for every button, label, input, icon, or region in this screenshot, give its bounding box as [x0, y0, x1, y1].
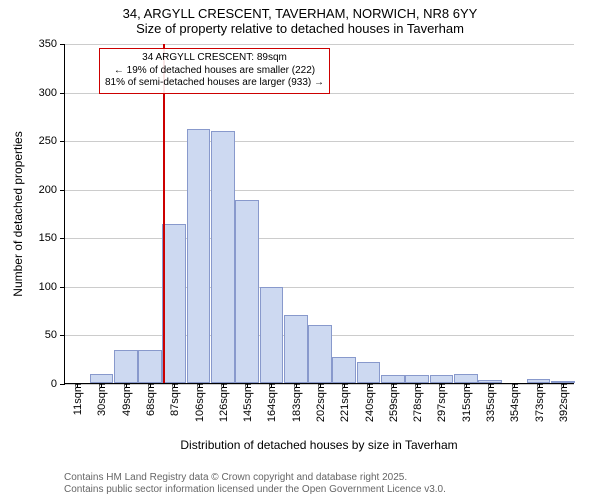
annotation-box: 34 ARGYLL CRESCENT: 89sqm← 19% of detach…: [99, 48, 330, 94]
x-tick-label: 354sqm: [507, 383, 521, 422]
x-tick-label: 49sqm: [119, 383, 133, 416]
x-tick-label: 335sqm: [483, 383, 497, 422]
title-block: 34, ARGYLL CRESCENT, TAVERHAM, NORWICH, …: [0, 6, 600, 36]
gridline: [65, 238, 574, 239]
histogram-bar: [138, 350, 162, 383]
gridline: [65, 44, 574, 45]
gridline: [65, 141, 574, 142]
histogram-bar: [90, 374, 114, 383]
x-tick-label: 202sqm: [313, 383, 327, 422]
histogram-bar: [162, 224, 186, 383]
footer-attribution: Contains HM Land Registry data © Crown c…: [64, 472, 446, 496]
footer-line: Contains HM Land Registry data © Crown c…: [64, 472, 446, 484]
histogram-bar: [284, 315, 308, 383]
plot-area: 05010015020025030035011sqm30sqm49sqm68sq…: [64, 44, 574, 384]
histogram-bar: [187, 129, 211, 384]
x-tick-label: 11sqm: [70, 383, 84, 415]
x-tick-label: 315sqm: [459, 383, 473, 422]
histogram-bar: [211, 131, 235, 383]
y-tick-label: 50: [45, 329, 65, 341]
x-tick-label: 183sqm: [289, 383, 303, 422]
y-tick-label: 300: [39, 87, 65, 99]
annotation-line: ← 19% of detached houses are smaller (22…: [105, 65, 324, 78]
histogram-bar: [114, 350, 138, 383]
gridline: [65, 287, 574, 288]
histogram-bar: [332, 357, 356, 383]
chart-title-line2: Size of property relative to detached ho…: [0, 21, 600, 36]
y-tick-label: 250: [39, 135, 65, 147]
x-tick-label: 145sqm: [240, 383, 254, 422]
chart-container: 34, ARGYLL CRESCENT, TAVERHAM, NORWICH, …: [0, 0, 600, 500]
x-tick-label: 297sqm: [434, 383, 448, 422]
y-tick-label: 200: [39, 184, 65, 196]
x-tick-label: 164sqm: [264, 383, 278, 422]
footer-line: Contains public sector information licen…: [64, 484, 446, 496]
gridline: [65, 190, 574, 191]
x-tick-label: 126sqm: [216, 383, 230, 422]
annotation-line: 81% of semi-detached houses are larger (…: [105, 77, 324, 90]
histogram-bar: [260, 287, 284, 383]
histogram-bar: [454, 374, 478, 383]
chart-title-line1: 34, ARGYLL CRESCENT, TAVERHAM, NORWICH, …: [0, 6, 600, 21]
histogram-bar: [430, 375, 454, 383]
x-tick-label: 30sqm: [94, 383, 108, 416]
x-tick-label: 373sqm: [532, 383, 546, 422]
annotation-line: 34 ARGYLL CRESCENT: 89sqm: [105, 52, 324, 65]
y-tick-label: 350: [39, 38, 65, 50]
histogram-bar: [357, 362, 381, 383]
x-tick-label: 259sqm: [386, 383, 400, 422]
histogram-bar: [308, 325, 332, 383]
y-tick-label: 150: [39, 232, 65, 244]
x-tick-label: 106sqm: [192, 383, 206, 422]
histogram-bar: [235, 200, 259, 383]
histogram-bar: [381, 375, 405, 383]
x-tick-label: 278sqm: [410, 383, 424, 422]
x-axis-label: Distribution of detached houses by size …: [180, 438, 457, 452]
y-tick-label: 0: [51, 378, 65, 390]
reference-line: [163, 44, 165, 383]
y-axis-label: Number of detached properties: [11, 131, 25, 296]
x-tick-label: 240sqm: [362, 383, 376, 422]
x-tick-label: 221sqm: [337, 383, 351, 422]
x-tick-label: 392sqm: [556, 383, 570, 422]
x-tick-label: 68sqm: [143, 383, 157, 416]
y-tick-label: 100: [39, 281, 65, 293]
x-tick-label: 87sqm: [167, 383, 181, 416]
histogram-bar: [405, 375, 429, 383]
